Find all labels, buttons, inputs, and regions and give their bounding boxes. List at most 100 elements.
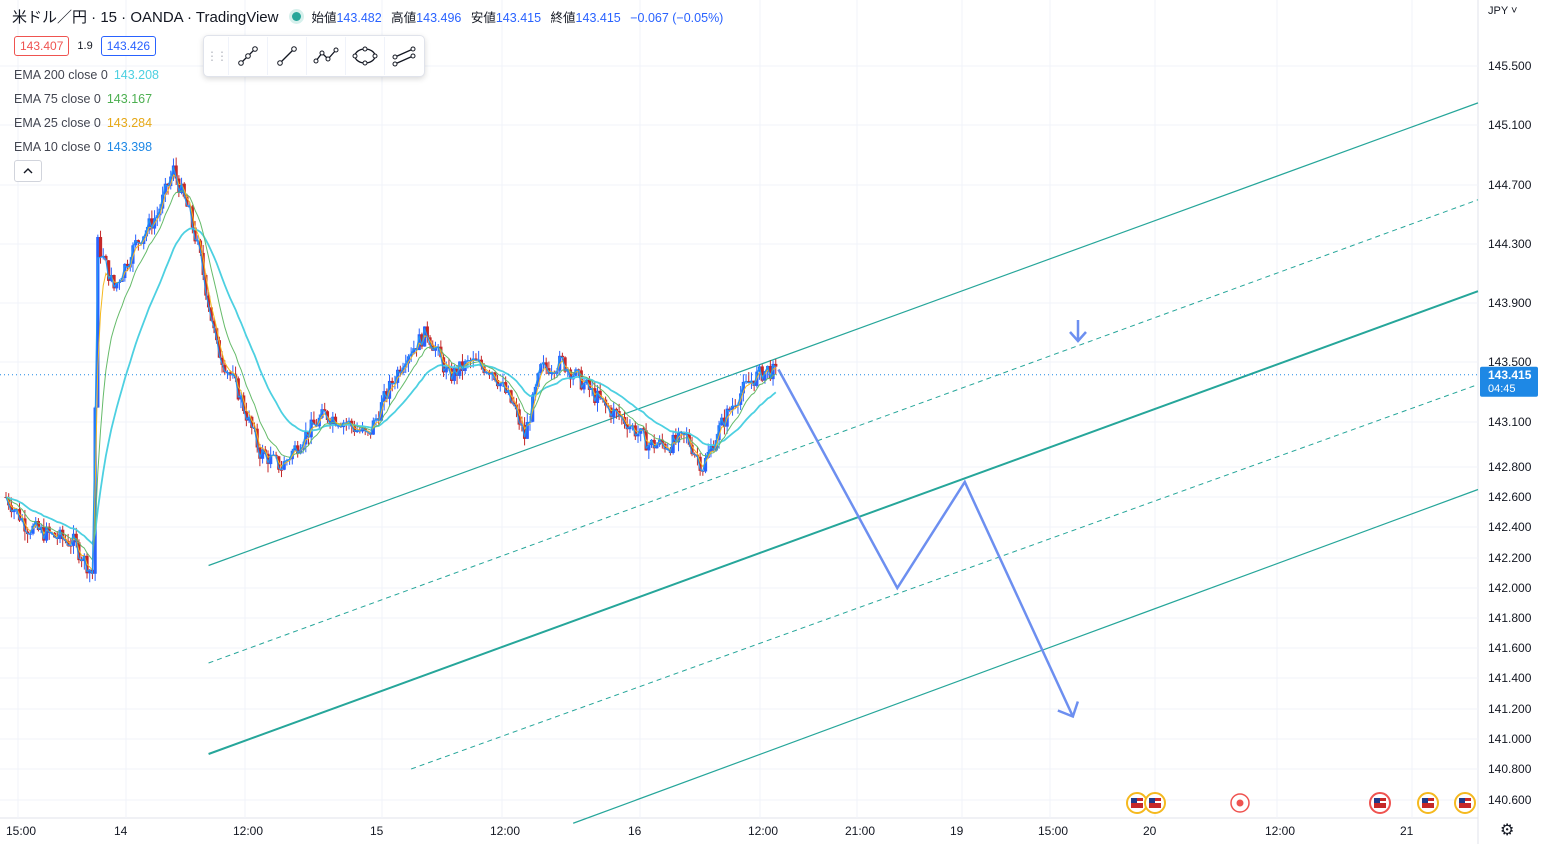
candle-body: [266, 453, 270, 465]
x-tick-label: 12:00: [490, 824, 520, 838]
candle-body: [250, 416, 254, 428]
candle-body: [144, 230, 149, 237]
drawing-toolbar: ⋮⋮: [203, 35, 425, 77]
candle-body: [709, 445, 713, 452]
high-label: 高値: [391, 11, 417, 25]
candle-body: [763, 371, 767, 381]
candle-body: [355, 430, 359, 433]
y-tick-label: 141.200: [1488, 702, 1532, 716]
candle-body: [609, 407, 613, 418]
line-tool-icon[interactable]: [267, 37, 306, 75]
channel-lower-dashed[interactable]: [410, 384, 1479, 770]
candle-body: [747, 380, 751, 384]
channel-mid-line[interactable]: [208, 290, 1479, 755]
x-tick-label: 20: [1143, 824, 1157, 838]
candle-body: [360, 428, 365, 432]
candle-body: [328, 420, 332, 425]
candle-body: [409, 353, 413, 357]
candle-body: [255, 428, 259, 448]
x-tick-label: 12:00: [748, 824, 778, 838]
candle-body: [312, 419, 316, 425]
indicator-value: 143.208: [113, 68, 159, 82]
candle-body: [593, 388, 597, 403]
projection-path[interactable]: [777, 368, 1075, 718]
candle-body: [625, 423, 629, 430]
buy-button[interactable]: 143.426: [100, 36, 157, 56]
indicator-label: EMA 25 close 0: [14, 116, 101, 130]
collapse-legend-button[interactable]: [14, 160, 42, 182]
candle-body: [387, 380, 392, 399]
candle-body: [215, 328, 219, 341]
open-value: 143.482: [336, 11, 382, 25]
candle-body: [66, 540, 70, 546]
candle-body: [447, 366, 451, 369]
sell-button[interactable]: 143.407: [14, 36, 70, 56]
candle-body: [595, 390, 600, 403]
projection-arrowhead: [1057, 701, 1080, 719]
candle-body: [401, 367, 405, 374]
candle-body: [190, 206, 194, 228]
candle-body: [412, 348, 416, 354]
candle-body: [209, 307, 213, 321]
chevron-up-icon: [23, 168, 33, 174]
y-tick-label: 143.900: [1488, 296, 1532, 310]
candle-body: [582, 383, 586, 390]
candle-body: [31, 525, 35, 534]
candle-body: [147, 218, 151, 231]
candle-body: [36, 521, 41, 530]
candle-body: [396, 369, 400, 383]
channel-upper-line[interactable]: [208, 102, 1479, 567]
candle-body: [98, 236, 103, 258]
close-value: 143.415: [575, 11, 621, 25]
candle-body: [12, 509, 16, 513]
candle-body: [690, 444, 694, 455]
candle-body: [260, 449, 265, 459]
currency-selector[interactable]: JPY ˅: [1488, 5, 1517, 17]
candle-body: [212, 320, 216, 329]
indicator-row-ema25[interactable]: EMA 25 close 0 143.284: [14, 114, 159, 138]
symbol-title[interactable]: 米ドル／円 · 15 · OANDA · TradingView: [12, 9, 279, 26]
y-tick-label: 140.600: [1488, 793, 1532, 807]
candle-body: [549, 372, 554, 374]
y-tick-label: 142.200: [1488, 551, 1532, 565]
indicator-row-ema200[interactable]: EMA 200 close 0 143.208: [14, 66, 159, 90]
x-tick-label: 19: [950, 824, 964, 838]
candle-body: [123, 263, 127, 279]
candle-body: [228, 372, 232, 376]
candle-body: [115, 282, 119, 289]
y-tick-label: 144.300: [1488, 237, 1532, 251]
candle-body: [223, 364, 227, 373]
y-tick-label: 142.000: [1488, 581, 1532, 595]
countdown-value: 04:45: [1488, 383, 1516, 395]
ellipse-tool-icon[interactable]: [345, 37, 384, 75]
candle-body: [282, 461, 286, 470]
indicator-row-ema75[interactable]: EMA 75 close 0 143.167: [14, 90, 159, 114]
candle-body: [771, 363, 775, 380]
y-tick-label: 141.000: [1488, 732, 1532, 746]
channel-upper-dashed[interactable]: [208, 199, 1479, 664]
candle-body: [598, 390, 602, 399]
y-tick-label: 141.800: [1488, 611, 1532, 625]
parallel-channel-tool-icon[interactable]: [384, 37, 423, 75]
candle-body: [425, 326, 429, 338]
candle-body: [163, 183, 167, 195]
polyline-tool-icon[interactable]: [306, 37, 345, 75]
candle-body: [136, 240, 140, 243]
candle-body: [450, 368, 454, 381]
candle-body: [522, 424, 527, 439]
channel-lower-line[interactable]: [572, 488, 1479, 824]
high-value: 143.496: [416, 11, 462, 25]
drag-handle-icon[interactable]: ⋮⋮: [206, 49, 228, 63]
candle-body: [539, 364, 543, 374]
candle-body: [730, 405, 735, 411]
candle-body: [398, 369, 402, 374]
indicator-row-ema10[interactable]: EMA 10 close 0 143.398: [14, 138, 159, 162]
gear-icon[interactable]: ⚙: [1500, 822, 1515, 839]
candle-body: [717, 425, 721, 441]
candle-body: [382, 391, 386, 403]
segment-tool-icon[interactable]: [228, 37, 267, 75]
candle-body: [525, 422, 529, 439]
currency-label: JPY: [1488, 5, 1508, 17]
